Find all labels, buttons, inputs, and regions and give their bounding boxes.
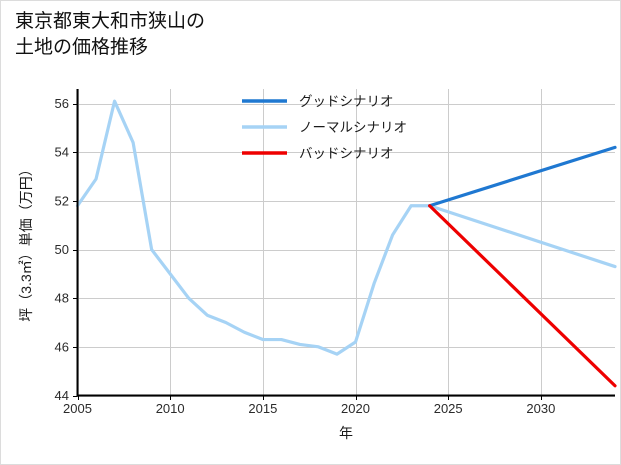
y-axis-title: 坪（3.3㎡）単価（万円）: [18, 162, 34, 321]
legend-label-0: グッドシナリオ: [299, 94, 394, 109]
y-tick-labels: 44 46 48 50 52 54 56: [55, 96, 78, 403]
x-axis-title: 年: [339, 425, 353, 441]
y-tick-label: 52: [55, 193, 69, 208]
y-tick-label: 48: [55, 291, 69, 306]
title-line-2: 土地の価格推移: [15, 37, 149, 58]
x-tick-label: 2015: [248, 401, 277, 416]
series-line-ノーマルシナリオ: [75, 99, 617, 356]
x-tick-label: 2030: [526, 401, 555, 416]
y-tick-label: 46: [55, 339, 69, 354]
y-tick-label: 56: [55, 96, 69, 111]
gridlines-group: [77, 89, 615, 397]
x-tick-label: 2005: [63, 401, 92, 416]
page-title: 東京都東大和市狭山の 土地の価格推移: [15, 9, 205, 61]
title-line-1: 東京都東大和市狭山の: [15, 11, 206, 32]
x-tick-label: 2020: [341, 401, 370, 416]
y-tick-label: 50: [55, 242, 69, 257]
y-tick-label: 44: [55, 388, 69, 403]
series-line-グッドシナリオ: [428, 145, 617, 208]
x-tick-label: 2025: [434, 401, 463, 416]
legend-label-1: ノーマルシナリオ: [299, 120, 407, 135]
y-tick-label: 54: [55, 145, 69, 160]
series-line-バッドシナリオ: [428, 204, 617, 388]
axis-spines: [76, 89, 615, 397]
x-tick-labels: 2005 2010 2015 2020 2025 2030: [63, 395, 555, 416]
series-group: [75, 99, 617, 388]
legend-label-2: バッドシナリオ: [299, 146, 394, 161]
x-tick-label: 2010: [156, 401, 185, 416]
